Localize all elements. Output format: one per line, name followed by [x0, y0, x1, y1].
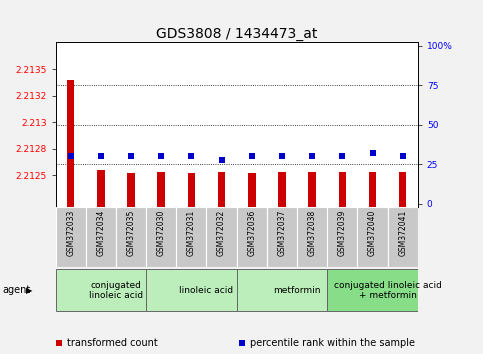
Text: agent: agent	[2, 285, 30, 295]
Bar	[86, 207, 116, 267]
Bar	[248, 173, 256, 207]
Bar	[278, 172, 286, 207]
Text: GSM372035: GSM372035	[127, 210, 136, 257]
Point	[97, 154, 105, 159]
Bar	[369, 172, 376, 207]
Point	[308, 154, 316, 159]
Point	[248, 154, 256, 159]
Text: GSM372041: GSM372041	[398, 210, 407, 256]
Bar	[218, 172, 226, 207]
Text: percentile rank within the sample: percentile rank within the sample	[250, 338, 415, 348]
Text: transformed count: transformed count	[67, 338, 157, 348]
Point	[339, 154, 346, 159]
Bar	[187, 173, 195, 207]
Bar	[267, 207, 297, 267]
Bar	[176, 207, 207, 267]
Point	[157, 154, 165, 159]
Bar	[237, 269, 327, 312]
Bar	[56, 207, 86, 267]
Bar	[327, 207, 357, 267]
Point	[67, 154, 74, 159]
Text: metformin: metformin	[273, 286, 321, 295]
Bar	[297, 207, 327, 267]
Bar	[146, 269, 237, 312]
Bar	[308, 172, 316, 207]
Text: GSM372031: GSM372031	[187, 210, 196, 256]
Bar	[157, 172, 165, 207]
Point	[278, 154, 286, 159]
Text: linoleic acid: linoleic acid	[179, 286, 234, 295]
Bar	[116, 207, 146, 267]
Title: GDS3808 / 1434473_at: GDS3808 / 1434473_at	[156, 28, 317, 41]
Point	[218, 157, 226, 162]
Text: GSM372033: GSM372033	[66, 210, 75, 257]
Bar	[237, 207, 267, 267]
Point	[127, 154, 135, 159]
Bar	[146, 207, 176, 267]
Text: GSM372040: GSM372040	[368, 210, 377, 257]
Bar	[97, 170, 105, 207]
Point	[369, 150, 376, 156]
Text: GSM372034: GSM372034	[96, 210, 105, 257]
Bar	[388, 207, 418, 267]
Bar	[67, 80, 74, 207]
Bar	[339, 172, 346, 207]
Text: GSM372036: GSM372036	[247, 210, 256, 257]
Point	[399, 154, 407, 159]
Text: GSM372030: GSM372030	[156, 210, 166, 257]
Text: GSM372039: GSM372039	[338, 210, 347, 257]
Bar	[207, 207, 237, 267]
Text: GSM372037: GSM372037	[277, 210, 286, 257]
Bar	[357, 207, 388, 267]
Text: GSM372038: GSM372038	[308, 210, 317, 256]
Text: GSM372032: GSM372032	[217, 210, 226, 256]
Point	[187, 154, 195, 159]
Text: conjugated
linoleic acid: conjugated linoleic acid	[89, 281, 143, 300]
Text: conjugated linoleic acid
+ metformin: conjugated linoleic acid + metformin	[334, 281, 441, 300]
Bar	[56, 269, 146, 312]
Bar	[127, 173, 135, 207]
Bar	[399, 172, 407, 207]
Bar	[327, 269, 418, 312]
Text: ▶: ▶	[26, 286, 32, 295]
